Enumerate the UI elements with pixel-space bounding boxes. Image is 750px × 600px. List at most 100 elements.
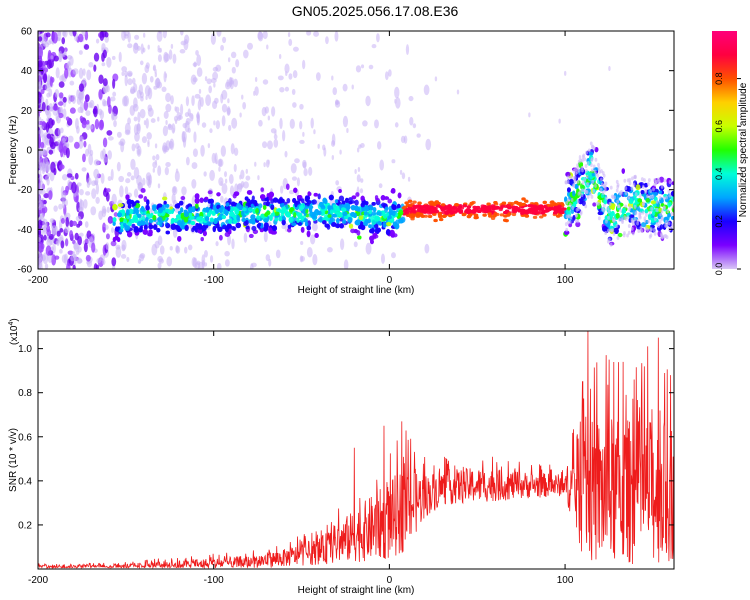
heatmap-cell (310, 117, 314, 129)
heatmap-cell (543, 205, 548, 209)
heatmap-cell (432, 201, 438, 205)
heatmap-cell (45, 245, 52, 256)
heatmap-cell (163, 200, 167, 205)
heatmap-cell (158, 258, 164, 264)
heatmap-cell (382, 221, 387, 228)
heatmap-cell (64, 68, 69, 79)
heatmap-cell (251, 195, 255, 201)
heatmap-cell (154, 143, 158, 149)
heatmap-cell (616, 183, 620, 188)
heatmap-cell (228, 174, 234, 185)
heatmap-cell (127, 78, 133, 86)
heatmap-cell (592, 164, 596, 169)
heatmap-cell (651, 211, 656, 216)
heatmap-cell (398, 209, 404, 216)
heatmap-cell (627, 223, 631, 228)
heatmap-cell (588, 151, 594, 156)
heatmap-cell (210, 33, 216, 45)
heatmap-cell (177, 219, 183, 226)
heatmap-cell (159, 47, 162, 53)
heatmap-cell (142, 177, 146, 186)
heatmap-cell (172, 127, 175, 133)
snr-y-tick-label: 0.4 (18, 476, 32, 487)
heatmap-cell (266, 44, 269, 50)
heatmap-cell (148, 229, 153, 236)
heatmap-cell (73, 253, 77, 261)
heatmap-cell (511, 205, 516, 209)
heatmap-cell (423, 205, 429, 209)
heatmap-cell (576, 199, 580, 204)
heatmap-cell (357, 235, 362, 240)
heatmap-cell (566, 187, 571, 193)
heatmap-cell (76, 223, 81, 228)
heatmap-cell (251, 225, 257, 231)
heatmap-cell (43, 193, 50, 199)
heatmap-cell (624, 190, 628, 195)
heatmap-cell (207, 190, 213, 195)
heatmap-cell (432, 212, 437, 216)
heatmap-cell (367, 218, 371, 224)
heatmap-cell (303, 168, 308, 177)
heatmap-cell (78, 92, 84, 103)
heatmap-cell (471, 210, 477, 214)
heatmap-cell (38, 60, 43, 68)
heatmap-cell (519, 209, 525, 213)
heatmap-cell (300, 216, 305, 222)
heatmap-cell (170, 95, 174, 105)
heatmap-cell (289, 118, 295, 129)
heatmap-cell (102, 49, 107, 59)
heatmap-cell (308, 205, 314, 210)
heatmap-cell (591, 144, 595, 149)
heatmap-cell (296, 194, 302, 199)
heatmap-cell (133, 167, 140, 179)
heatmap-cell (387, 215, 392, 220)
heatmap-cell (262, 31, 268, 40)
heatmap-cell (613, 195, 617, 200)
heatmap-cell (43, 234, 47, 241)
heatmap-cell (107, 176, 112, 182)
heatmap-cell (114, 226, 120, 232)
heatmap-cell (152, 65, 156, 71)
heatmap-cell (142, 32, 146, 38)
heatmap-cell (208, 209, 213, 215)
heatmap-cell (106, 188, 111, 193)
heatmap-cell (569, 175, 573, 180)
heatmap-cell (616, 236, 620, 241)
heatmap-cell (247, 42, 253, 50)
heatmap-cell (57, 31, 62, 42)
spectrogram-x-axis-label: Height of straight line (km) (298, 285, 415, 296)
heatmap-cell (482, 204, 487, 209)
heatmap-cell (196, 111, 200, 124)
heatmap-cell (167, 124, 173, 131)
heatmap-cell (491, 206, 497, 210)
spectrogram-y-tick-label: -40 (18, 225, 33, 236)
heatmap-cell (250, 214, 256, 221)
heatmap-cell (254, 76, 258, 82)
heatmap-cell (306, 246, 313, 258)
heatmap-cell (106, 206, 110, 213)
heatmap-cell (204, 76, 208, 82)
heatmap-cell (44, 161, 51, 171)
heatmap-cell (227, 230, 232, 235)
heatmap-cell (233, 78, 238, 88)
heatmap-cell (359, 221, 364, 228)
heatmap-cell (574, 171, 578, 176)
heatmap-cell (392, 210, 396, 217)
heatmap-cell (213, 82, 216, 88)
heatmap-cell (293, 187, 298, 193)
heatmap-cell (264, 212, 269, 218)
heatmap-cell (171, 217, 175, 223)
heatmap-cell (107, 96, 111, 108)
heatmap-cell (77, 235, 83, 246)
heatmap-cell (61, 37, 66, 45)
heatmap-cell (311, 213, 316, 219)
figure-title: GN05.2025.056.17.08.E36 (292, 3, 459, 19)
heatmap-cell (385, 229, 391, 236)
heatmap-cell (253, 90, 256, 96)
heatmap-cell (93, 64, 97, 72)
heatmap-cell (565, 214, 569, 219)
heatmap-cell (165, 203, 170, 208)
heatmap-cell (564, 70, 567, 76)
heatmap-cell (126, 70, 133, 77)
